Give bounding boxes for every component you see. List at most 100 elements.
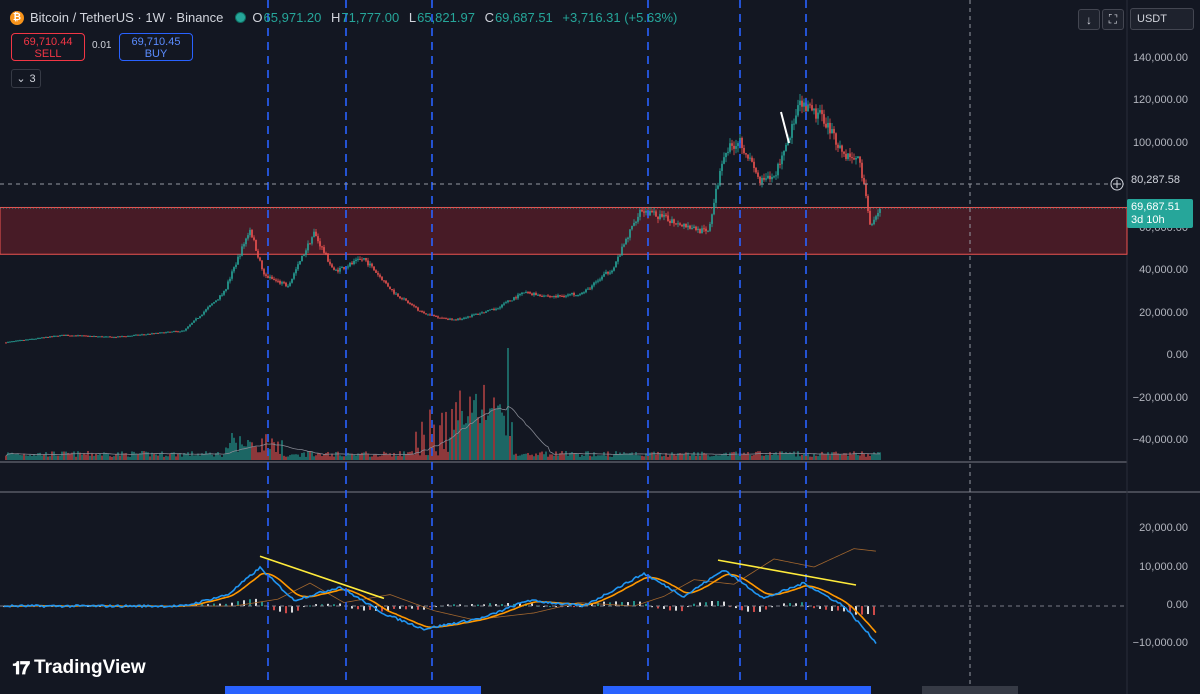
candle-body — [249, 229, 251, 236]
candle-body — [285, 282, 287, 287]
candle-body — [365, 257, 367, 261]
volume-bar — [445, 411, 447, 460]
symbol-header: ₿ Bitcoin / TetherUS · 1W · Binance O65,… — [10, 10, 683, 25]
volume-bar — [365, 451, 367, 460]
macd-histogram-bar — [471, 604, 473, 607]
candle-body — [807, 104, 809, 112]
close-value: 69,687.51 — [494, 10, 553, 25]
volume-bar — [387, 454, 389, 460]
candle-body — [141, 334, 143, 336]
download-button[interactable]: ↓ — [1078, 9, 1100, 30]
macd-histogram-bar — [801, 602, 803, 607]
candle-body — [519, 294, 521, 296]
buy-button[interactable]: 69,710.45 BUY — [119, 33, 193, 61]
volume-bar — [149, 456, 151, 460]
volume-bar — [409, 451, 411, 460]
volume-bar — [753, 454, 755, 460]
volume-bar — [611, 456, 613, 460]
macd-histogram-bar — [357, 606, 359, 610]
last-price-value: 69,687.51 — [1131, 201, 1180, 213]
candle-body — [835, 133, 837, 145]
volume-bar — [549, 454, 551, 460]
candle-body — [383, 280, 385, 282]
volume-bar — [475, 393, 477, 460]
candle-body — [7, 341, 9, 343]
volume-bar — [841, 454, 843, 460]
volume-bar — [655, 454, 657, 460]
candle-body — [593, 282, 595, 286]
candle-body — [323, 247, 325, 253]
candle-body — [131, 335, 133, 337]
volume-bar — [499, 404, 501, 460]
candle-body — [779, 163, 781, 165]
symbol-title[interactable]: Bitcoin / TetherUS · 1W · Binance — [30, 10, 224, 25]
volume-bar — [459, 390, 461, 460]
volume-bar — [29, 454, 31, 460]
candle-body — [221, 294, 223, 296]
candle-body — [73, 335, 75, 337]
volume-bar — [61, 451, 63, 460]
volume-bar — [487, 415, 489, 460]
candle-body — [815, 108, 817, 119]
volume-bar — [159, 452, 161, 460]
macd-histogram-bar — [261, 601, 263, 607]
volume-bar — [63, 451, 65, 460]
candle-body — [871, 224, 873, 226]
fullscreen-button[interactable]: ⛶ — [1102, 9, 1124, 30]
volume-bar — [695, 455, 697, 460]
candle-body — [605, 271, 607, 274]
volume-bar — [351, 453, 353, 460]
sell-button[interactable]: 69,710.44 SELL — [11, 33, 85, 61]
macd-histogram-bar — [597, 602, 599, 607]
volume-bar — [609, 456, 611, 460]
candle-body — [837, 144, 839, 148]
volume-bar — [761, 455, 763, 460]
candle-body — [69, 335, 71, 337]
currency-select[interactable]: USDT — [1130, 8, 1194, 30]
volume-bar — [135, 453, 137, 460]
candle-body — [521, 292, 523, 295]
macd-histogram-bar — [429, 606, 431, 608]
candle-body — [47, 337, 49, 339]
candle-body — [367, 260, 369, 266]
volume-bar — [209, 452, 211, 460]
candle-body — [761, 177, 763, 184]
candle-body — [201, 314, 203, 317]
high-value: 71,777.00 — [341, 10, 400, 25]
volume-bar — [69, 453, 71, 460]
candle-body — [341, 267, 343, 269]
candle-body — [247, 235, 249, 239]
tradingview-logo-icon: 𝟏𝟕 — [12, 657, 30, 678]
candle-body — [665, 214, 667, 216]
candle-body — [263, 269, 265, 275]
candle-body — [573, 293, 575, 296]
candle-body — [595, 281, 597, 283]
volume-bar — [709, 456, 711, 460]
candle-body — [233, 267, 235, 272]
volume-bar — [51, 451, 53, 460]
volume-bar — [293, 454, 295, 460]
candle-body — [79, 335, 81, 337]
volume-bar — [739, 453, 741, 460]
candle-body — [163, 332, 165, 334]
candle-body — [669, 220, 671, 223]
macd-histogram-bar — [447, 604, 449, 607]
candle-body — [773, 176, 775, 178]
candle-body — [585, 289, 587, 293]
volume-bar — [331, 453, 333, 460]
volume-bar — [183, 453, 185, 460]
candle-body — [455, 319, 457, 321]
volume-bar — [835, 451, 837, 460]
candle-body — [569, 294, 571, 296]
candle-body — [843, 151, 845, 154]
volume-bar — [255, 446, 257, 460]
volume-bar — [389, 453, 391, 460]
macd-histogram-bar — [813, 606, 815, 609]
candle-body — [343, 267, 345, 269]
volume-bar — [819, 453, 821, 460]
volume-bar — [253, 446, 255, 460]
indicators-toggle-button[interactable]: ⌄ 3 — [11, 69, 41, 88]
volume-bar — [189, 455, 191, 460]
candle-body — [83, 335, 85, 337]
